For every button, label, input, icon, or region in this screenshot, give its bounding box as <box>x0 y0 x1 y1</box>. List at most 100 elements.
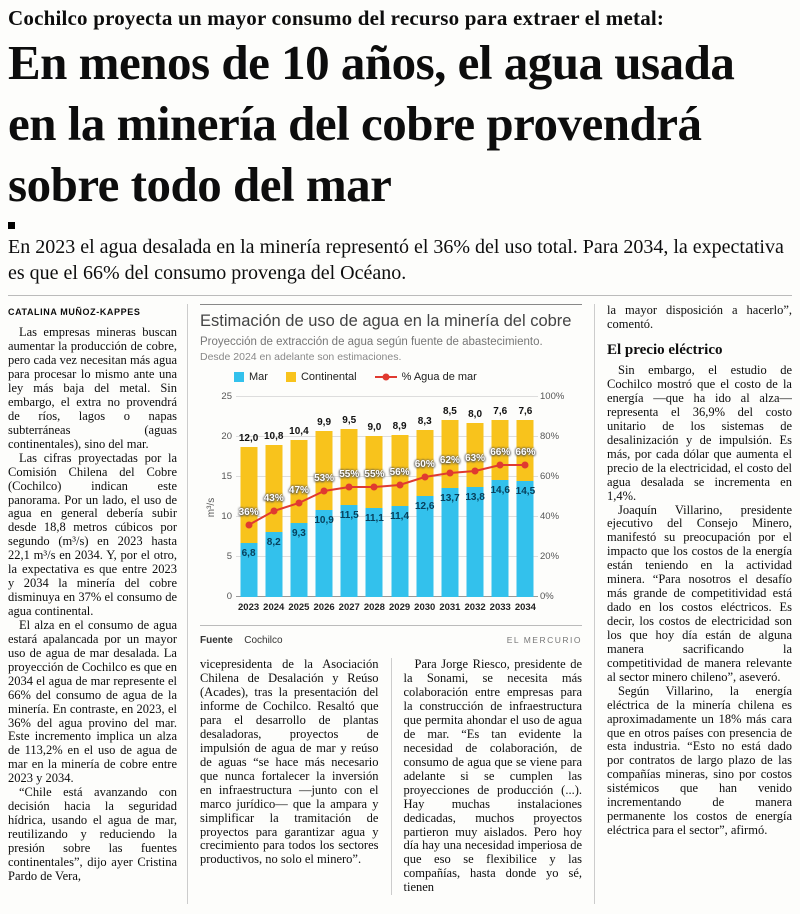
kicker: Cochilco proyecta un mayor consumo del r… <box>8 6 665 30</box>
gridline <box>236 396 538 398</box>
y2-axis-tick: 40% <box>540 511 560 523</box>
bar-group: 11,4 8,9 56% <box>387 397 412 598</box>
paragraph: Sin embargo, el estudio de Cochilco most… <box>607 363 792 503</box>
gridline <box>236 516 538 518</box>
percent-value-label: 60% <box>414 459 435 471</box>
bar-group: 8,2 10,8 43% <box>261 397 286 598</box>
y-axis-tick: 15 <box>221 471 232 483</box>
y2-axis-tick: 0% <box>540 591 554 603</box>
legend-label-mar: Mar <box>249 371 268 384</box>
percent-value-label: 43% <box>263 493 284 505</box>
legend-item-percent-line: % Agua de mar <box>374 371 477 383</box>
chart-title: Estimación de uso de agua en la minería … <box>200 312 572 331</box>
continental-bar-segment <box>441 419 459 488</box>
x-axis-tick: 2032 <box>464 602 486 614</box>
continental-value-label: 7,6 <box>518 406 533 418</box>
mar-bar-segment <box>315 510 333 598</box>
article-body: CATALINA MUÑOZ-KAPPES Las empresas miner… <box>8 304 792 905</box>
percent-value-label: 47% <box>288 485 309 497</box>
percent-value-label: 53% <box>314 473 335 485</box>
mar-value-label: 12,6 <box>415 501 435 513</box>
legend-item-continental: Continental <box>285 371 357 384</box>
paragraph: Según Villarino, la energía eléctrica de… <box>607 683 792 838</box>
headline: En menos de 10 años, el agua usada en la… <box>8 35 735 212</box>
paragraph: vicepresidenta de la Asociación Chilena … <box>200 657 379 867</box>
mar-bar-segment <box>240 542 258 598</box>
mar-bar-segment <box>290 522 308 598</box>
mar-value-label: 11,1 <box>364 513 384 525</box>
line-point <box>421 473 429 481</box>
continental-value-label: 9,5 <box>342 415 357 427</box>
mar-bar-segment <box>441 487 459 598</box>
column-middle: Estimación de uso de agua en la minería … <box>188 304 594 904</box>
chart-note: Desde 2024 en adelante son estimaciones. <box>200 351 402 364</box>
paragraph: Las cifras proyectadas por la Comisión C… <box>8 450 177 618</box>
gridline <box>236 596 538 598</box>
column-right-lead: la mayor disposición a hacerlo”, comentó… <box>607 304 792 332</box>
chart-source: Fuente Cochilco <box>200 630 283 648</box>
column-mid-left-text: vicepresidenta de la Asociación Chilena … <box>200 657 379 895</box>
continental-bar-segment <box>365 436 383 509</box>
newspaper-credit: EL MERCURIO <box>506 635 582 646</box>
chart: Estimación de uso de agua en la minería … <box>200 304 582 648</box>
mar-bar-segment <box>365 508 383 598</box>
x-axis-tick: 2028 <box>363 602 385 614</box>
gridline <box>236 436 538 438</box>
x-axis-tick: 2024 <box>263 602 285 614</box>
continental-value-label: 8,3 <box>417 416 432 428</box>
paragraph: El alza en el consumo de agua estará apa… <box>8 617 177 786</box>
bar-group: 11,1 9,0 55% <box>362 397 387 598</box>
continental-value-label: 10,4 <box>289 425 309 437</box>
mar-value-label: 11,5 <box>339 510 359 522</box>
percent-value-label: 62% <box>439 455 460 467</box>
mar-value-label: 14,5 <box>515 486 536 498</box>
column-right-text: Sin embargo, el estudio de Cochilco most… <box>607 363 792 838</box>
y2-axis-tick: 20% <box>540 551 560 563</box>
percent-value-label: 56% <box>389 467 410 479</box>
chart-legend: Mar Continental % Agua de mar <box>234 371 582 383</box>
continental-swatch-icon <box>285 372 296 383</box>
middle-text-columns: vicepresidenta de la Asociación Chilena … <box>200 657 583 896</box>
continental-value-label: 7,6 <box>493 405 508 417</box>
x-axis-tick: 2034 <box>514 602 536 614</box>
mar-bar-segment <box>391 506 409 598</box>
column-left: CATALINA MUÑOZ-KAPPES Las empresas miner… <box>8 304 188 905</box>
mar-bar-segment <box>466 486 484 598</box>
mar-value-label: 13,7 <box>440 492 460 504</box>
percent-value-label: 66% <box>490 447 511 459</box>
line-point <box>396 481 404 489</box>
x-axis-tick: 2023 <box>238 602 260 614</box>
bar-group: 6,8 12,0 36% <box>236 397 261 598</box>
paragraph: “Chile está avanzando con decisión hacia… <box>8 785 177 883</box>
y2-axis-tick: 80% <box>540 431 560 443</box>
source-label: Fuente <box>200 635 233 647</box>
column-left-text: Las empresas mineras buscan aumentar la … <box>8 325 177 884</box>
legend-item-mar: Mar <box>234 371 268 383</box>
line-point <box>295 499 303 507</box>
byline: CATALINA MUÑOZ-KAPPES <box>8 307 141 318</box>
column-mid-right-text: Para Jorge Riesco, presidente de la Sona… <box>404 657 583 895</box>
continental-value-label: 8,9 <box>392 420 407 432</box>
continental-bar-segment <box>416 430 434 497</box>
section-marker <box>8 222 15 230</box>
y-axis-tick: 25 <box>221 391 232 403</box>
paragraph: Joaquín Villarino, presidente ejecutivo … <box>607 502 792 684</box>
legend-label-continental: Continental <box>300 371 357 384</box>
source-name: Cochilco <box>244 635 283 647</box>
deck: En 2023 el agua desalada en la minería r… <box>8 236 784 285</box>
continental-value-label: 12,0 <box>238 432 259 444</box>
y-axis-tick: 20 <box>221 431 232 443</box>
x-axis-tick: 2033 <box>489 602 511 614</box>
x-axis-tick: 2027 <box>338 602 360 614</box>
mar-value-label: 14,6 <box>490 485 510 497</box>
line-point <box>446 469 454 477</box>
mar-bar-segment <box>416 496 434 598</box>
percent-value-label: 55% <box>339 469 360 481</box>
x-axis-tick: 2026 <box>313 602 335 614</box>
mar-bar-segment <box>491 480 509 598</box>
continental-bar-segment <box>391 434 409 507</box>
chart-plot: m³/s 0 5 10 15 20 25 0% 20% 40% 60% 80% 100% 6,8 12,0… <box>206 391 564 602</box>
subhead: El precio eléctrico <box>607 342 723 359</box>
line-point <box>320 487 328 495</box>
